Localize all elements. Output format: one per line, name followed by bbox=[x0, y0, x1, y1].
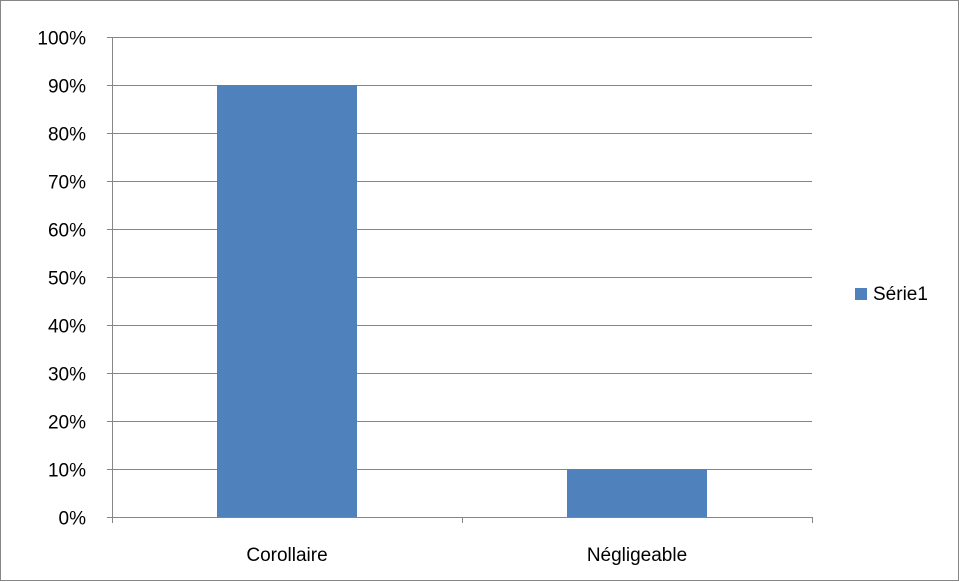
legend: Série1 bbox=[855, 284, 928, 305]
y-tick-label: 50% bbox=[48, 269, 86, 290]
y-tick-label: 70% bbox=[48, 173, 86, 194]
y-tick-label: 0% bbox=[59, 509, 87, 530]
y-tick-label: 30% bbox=[48, 365, 86, 386]
y-tick-label: 80% bbox=[48, 125, 86, 146]
x-category-labels: Corollaire Négligeable bbox=[246, 545, 687, 566]
bar-negligeable bbox=[567, 469, 707, 517]
y-tick-label: 60% bbox=[48, 221, 86, 242]
bar-corollaire bbox=[217, 85, 357, 517]
y-tick-label: 40% bbox=[48, 317, 86, 338]
bars bbox=[217, 85, 707, 517]
legend-label: Série1 bbox=[873, 284, 928, 305]
y-tick-label: 20% bbox=[48, 413, 86, 434]
y-tick-label: 100% bbox=[37, 29, 86, 50]
legend-swatch bbox=[855, 288, 867, 300]
y-tick-label: 10% bbox=[48, 461, 86, 482]
x-category-label: Corollaire bbox=[246, 545, 327, 566]
axes bbox=[107, 37, 813, 523]
y-tick-label: 90% bbox=[48, 77, 86, 98]
x-category-label: Négligeable bbox=[587, 545, 687, 566]
y-tick-labels: 0% 10% 20% 30% 40% 50% 60% 70% 80% 90% 100% bbox=[37, 29, 86, 530]
